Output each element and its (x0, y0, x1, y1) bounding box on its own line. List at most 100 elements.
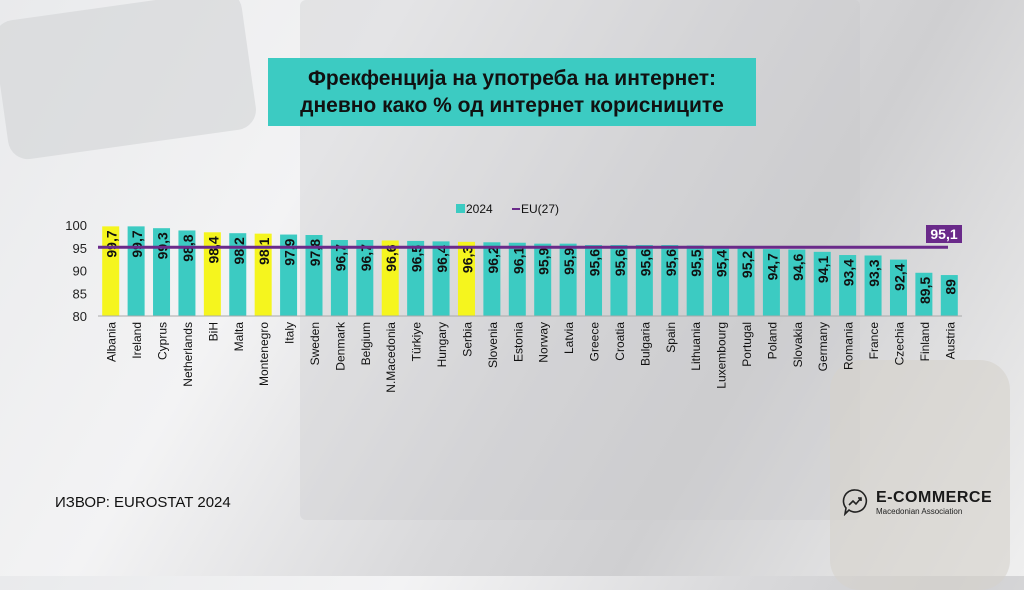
x-tick-label: Türkiye (410, 322, 424, 362)
logo-sub: Macedonian Association (876, 506, 963, 516)
x-tick-label: BiH (206, 322, 220, 341)
x-tick-label: Ireland (130, 322, 144, 359)
bar (889, 259, 907, 316)
x-tick-label: Slovakia (791, 322, 805, 368)
bar (661, 245, 679, 316)
data-label: 95,6 (587, 249, 603, 276)
bar (762, 249, 780, 316)
x-tick-label: Portugal (740, 322, 754, 367)
x-tick-label: Croatia (613, 322, 627, 361)
title-line-2: дневно како % од интернет корисниците (300, 94, 724, 117)
chart-bubble-icon (842, 489, 868, 516)
x-tick-label: Norway (537, 322, 551, 363)
data-label: 96,7 (358, 244, 374, 271)
data-label: 95,6 (663, 249, 679, 276)
bar (534, 243, 552, 316)
eu-label-bg (926, 225, 962, 243)
bar (483, 242, 501, 316)
logo-main: E-COMMERCE (876, 488, 993, 506)
data-label: 95,6 (612, 249, 628, 276)
data-label: 98,4 (205, 236, 221, 263)
data-label: 99,3 (155, 232, 171, 259)
bar (737, 246, 755, 316)
bar (229, 233, 247, 316)
x-tick-label: Sweden (308, 322, 322, 365)
x-tick-label: Hungary (435, 322, 449, 367)
bar (203, 232, 221, 316)
x-tick-label: Bulgaria (638, 322, 652, 366)
bar (915, 272, 933, 316)
data-label: 96,7 (332, 244, 348, 271)
data-label: 95,2 (739, 251, 755, 278)
data-label: 95,4 (714, 250, 730, 277)
data-label: 99,7 (104, 230, 120, 257)
x-tick-label: Slovenia (486, 322, 500, 368)
data-label: 94,1 (815, 256, 831, 283)
bar (356, 240, 374, 316)
y-tick-label: 100 (65, 218, 87, 233)
logo: E-COMMERCE Macedonian Association (842, 488, 992, 516)
source-note: ИЗВОР: EUROSTAT 2024 (55, 494, 231, 511)
bar (635, 245, 653, 316)
data-label: 97,9 (282, 238, 298, 265)
eu-label: 95,1 (930, 226, 957, 242)
data-label: 96,5 (409, 245, 425, 272)
x-tick-label: Finland (918, 322, 932, 361)
x-tick-label: Romania (842, 322, 856, 370)
legend-label-eu: EU(27) (521, 202, 559, 216)
data-label: 96,3 (459, 246, 475, 273)
data-label: 89 (942, 279, 958, 295)
y-tick-label: 95 (73, 241, 87, 256)
bar (280, 234, 298, 316)
x-tick-label: N.Macedonia (384, 322, 398, 393)
bar (508, 242, 526, 316)
bar (813, 251, 831, 316)
title-line-1: Фрекфенција на употреба на интернет: (307, 67, 717, 90)
bar (585, 245, 603, 316)
x-tick-label: France (867, 322, 881, 360)
x-tick-label: Cyprus (156, 322, 170, 360)
x-tick-label: Montenegro (257, 322, 271, 386)
x-tick-label: Lithuania (689, 322, 703, 371)
x-tick-label: Malta (232, 322, 246, 352)
data-label: 92,4 (891, 263, 907, 290)
x-tick-label: Spain (664, 322, 678, 353)
x-tick-label: Poland (765, 322, 779, 359)
bar (178, 230, 196, 316)
x-tick-label: Netherlands (181, 322, 195, 387)
x-tick-label: Czechia (892, 322, 906, 366)
data-label: 96,2 (485, 246, 501, 273)
data-label: 93,3 (866, 259, 882, 286)
bar (254, 233, 272, 316)
data-label: 98,2 (231, 237, 247, 264)
data-label: 95,9 (561, 247, 577, 274)
data-label: 95,9 (536, 247, 552, 274)
y-tick-label: 80 (73, 309, 87, 324)
bar (610, 245, 628, 316)
x-tick-label: Estonia (511, 322, 525, 362)
bar (330, 240, 348, 316)
bar-chart: 80 85 90 95 100 99,7 Albania 99,7 Ireland 99,3 Cyp… (65, 202, 962, 393)
bar (686, 245, 704, 316)
x-tick-label: Luxembourg (715, 322, 729, 389)
data-label: 98,1 (256, 237, 272, 264)
data-label: 93,4 (841, 259, 857, 286)
x-tick-label: Albania (105, 322, 119, 362)
data-label: 95,6 (637, 249, 653, 276)
bar (712, 245, 730, 316)
bar (788, 249, 806, 316)
x-tick-label: Germany (816, 322, 830, 371)
bar (864, 255, 882, 316)
x-tick-label: Greece (588, 322, 602, 362)
data-label: 96,6 (383, 244, 399, 271)
bar (305, 235, 323, 316)
data-label: 95,5 (688, 249, 704, 276)
x-tick-label: Denmark (333, 321, 347, 371)
y-tick-label: 85 (73, 286, 87, 301)
bar (407, 240, 425, 316)
bar (940, 275, 958, 316)
chart-title: Фрекфенција на употреба на интернет: дне… (268, 58, 756, 126)
legend-label-2024: 2024 (466, 202, 493, 216)
bar (153, 228, 171, 316)
x-tick-label: Belgium (359, 322, 373, 365)
